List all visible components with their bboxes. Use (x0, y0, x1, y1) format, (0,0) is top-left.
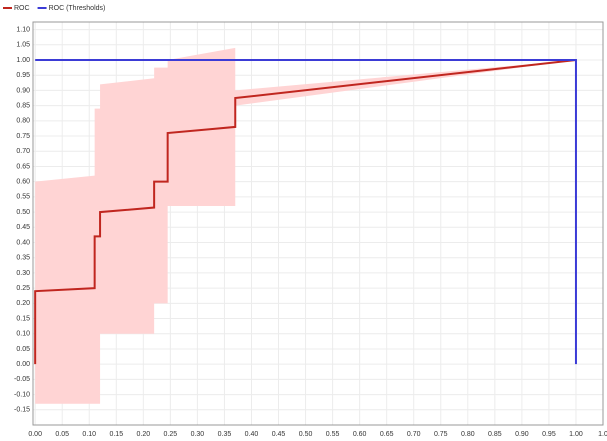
axes: -0.15 -0.10 -0.05 0.00 0.05 0.10 0.15 0.20 0.25 0… (14, 26, 607, 437)
y-tick-label: 0.20 (16, 300, 30, 307)
x-tick-label: 0.75 (434, 431, 448, 438)
y-tick-label: 0.35 (16, 255, 30, 262)
y-tick-label: 1.05 (16, 42, 30, 49)
y-tick-label: 0.90 (16, 87, 30, 94)
x-tick-label: 0.65 (380, 431, 394, 438)
confidence-band (35, 47, 576, 404)
y-tick-label: 0.95 (16, 72, 30, 79)
y-tick-label: 0.65 (16, 163, 30, 170)
y-tick-label: 0.40 (16, 239, 30, 246)
x-tick-label: 0.50 (299, 431, 313, 438)
x-tick-label: 0.35 (218, 431, 232, 438)
y-tick-label: 0.80 (16, 118, 30, 125)
y-tick-label: -0.15 (14, 407, 30, 414)
legend: ROC ROC (Thresholds) (3, 5, 105, 12)
y-tick-label: 1.10 (16, 26, 30, 33)
y-tick-label: 1.00 (16, 57, 30, 64)
y-tick-label: 0.10 (16, 331, 30, 338)
y-tick-label: -0.10 (14, 391, 30, 398)
y-tick-label: 0.85 (16, 102, 30, 109)
y-tick-label: 0.70 (16, 148, 30, 155)
x-tick-label: 0.70 (407, 431, 421, 438)
plot (34, 47, 577, 404)
x-tick-label: 0.20 (137, 431, 151, 438)
x-tick-label: 0.45 (272, 431, 286, 438)
x-tick-label: 0.05 (55, 431, 69, 438)
legend-label: ROC (14, 5, 30, 12)
x-tick-label: 0.10 (82, 431, 96, 438)
line (34, 59, 577, 365)
x-tick-label: 0.25 (164, 431, 178, 438)
y-tick-label: 0.25 (16, 285, 30, 292)
x-tick-label: 0.00 (28, 431, 42, 438)
x-tick-label: 0.85 (488, 431, 502, 438)
x-tick-label: 1.00 (569, 431, 583, 438)
x-tick-label: 0.90 (515, 431, 529, 438)
y-tick-label: 0.30 (16, 270, 30, 277)
y-tick-label: 0.45 (16, 224, 30, 231)
y-tick-label: 0.15 (16, 315, 30, 322)
x-tick-label: 0.55 (326, 431, 340, 438)
x-tick-label: 0.15 (109, 431, 123, 438)
y-tick-label: 0.55 (16, 194, 30, 201)
x-tick-label: 0.80 (461, 431, 475, 438)
x-tick-label: 0.95 (542, 431, 556, 438)
x-tick-label: 0.60 (353, 431, 367, 438)
x-tick-label: 0.30 (191, 431, 205, 438)
x-tick-label: 0.40 (245, 431, 259, 438)
legend-label: ROC (Thresholds) (49, 5, 106, 12)
y-tick-label: 0.00 (16, 361, 30, 368)
y-tick-label: -0.05 (14, 376, 30, 383)
y-tick-label: 0.05 (16, 346, 30, 353)
y-tick-label: 0.60 (16, 179, 30, 186)
y-tick-label: 0.75 (16, 133, 30, 140)
line (35, 59, 577, 365)
y-tick-label: 0.50 (16, 209, 30, 216)
x-tick-label: 1.0 (598, 431, 607, 438)
plot-frame (32, 21, 604, 426)
